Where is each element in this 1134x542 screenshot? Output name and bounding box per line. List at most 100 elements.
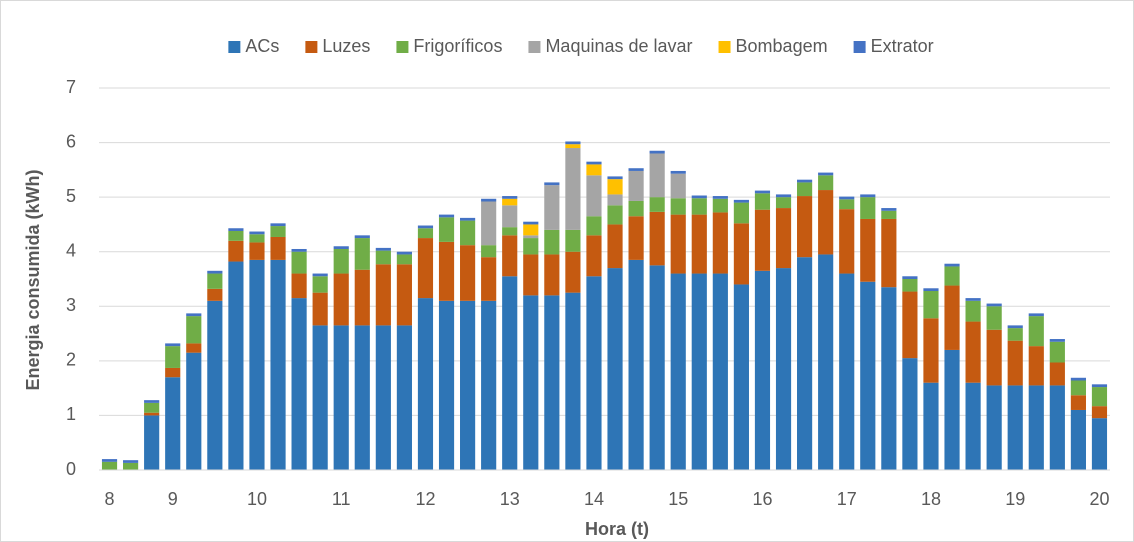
bar-segment [649, 153, 665, 198]
x-tick-label: 11 [332, 489, 351, 509]
bar-segment [565, 141, 581, 145]
x-tick-label: 8 [105, 489, 115, 509]
legend-label: Luzes [322, 36, 370, 56]
bar-segment [881, 287, 897, 470]
bar-segment [438, 300, 455, 470]
bar-segment [249, 259, 265, 470]
bar-segment [670, 198, 686, 215]
bar-segment [1049, 339, 1065, 342]
bar-segment [396, 264, 412, 326]
bar-segment [923, 288, 939, 292]
x-tick-label: 12 [415, 489, 435, 509]
bar-segment [818, 254, 834, 470]
x-tick-label: 17 [837, 489, 857, 509]
bar-segment [523, 295, 539, 470]
bar-segment [438, 214, 455, 218]
bar-segment [860, 281, 876, 470]
x-tick-label: 14 [584, 489, 604, 509]
bar-segment [670, 170, 686, 174]
bar-segment [396, 254, 412, 265]
bar-segment [586, 276, 602, 470]
bar-segment [101, 459, 118, 462]
bar-segment [333, 325, 349, 470]
bar-segment [1007, 340, 1023, 386]
y-tick-label: 2 [66, 350, 76, 370]
legend-swatch [396, 41, 409, 53]
bar-segment [270, 259, 286, 470]
bar-segment [986, 306, 1002, 330]
bar-segment [481, 245, 497, 258]
bar-segment [375, 250, 391, 265]
bar-segment [1049, 341, 1065, 363]
bar-segment [249, 242, 265, 260]
bar-segment [902, 276, 918, 279]
bar-segment [438, 217, 455, 242]
bar-segment [101, 461, 118, 470]
bar-segment [460, 300, 476, 470]
bar-segment [270, 226, 286, 237]
bar-segment [944, 349, 960, 470]
bar-segment [1049, 385, 1065, 470]
bar-segment [186, 316, 202, 344]
bar-segment [586, 235, 602, 277]
bar-segment [186, 352, 202, 470]
bar-segment [481, 257, 497, 301]
bar-segment [417, 225, 434, 229]
bar-segment [944, 285, 960, 350]
bar-segment [881, 208, 897, 211]
bar-segment [1091, 387, 1108, 407]
bar-segment [586, 216, 602, 236]
bar-segment [797, 196, 813, 258]
bar-segment [775, 194, 792, 198]
bar-segment [965, 382, 981, 470]
bar-segment [628, 259, 644, 470]
bar-segment [1091, 384, 1108, 388]
bar-segment [649, 197, 665, 212]
bar-segment [649, 150, 665, 154]
bar-segment [565, 251, 581, 293]
bar-segment [523, 238, 539, 255]
bar-segment [523, 235, 539, 239]
bar-segment [1007, 328, 1023, 341]
bar-segment [1028, 313, 1044, 317]
legend-swatch [528, 41, 541, 53]
bar-segment [144, 415, 160, 470]
bar-segment [839, 209, 855, 274]
bar-segment [818, 172, 834, 176]
legend-swatch [718, 41, 731, 53]
bar-segment [228, 230, 244, 241]
bar-segment [144, 400, 160, 403]
bar-segment [354, 269, 370, 326]
bar-segment [607, 194, 623, 206]
x-tick-label: 20 [1089, 489, 1109, 509]
bar-segment [607, 205, 623, 225]
bar-segment [1070, 377, 1086, 381]
bar-segment [691, 198, 707, 215]
bar-segment [944, 266, 960, 286]
bar-segment [797, 179, 813, 183]
bar-segment [607, 268, 623, 470]
bar-segment [670, 273, 686, 470]
bar-segment [207, 270, 223, 274]
y-tick-label: 1 [66, 404, 76, 424]
bar-segment [375, 247, 391, 251]
bar-segment [523, 221, 539, 225]
bar-segment [165, 367, 181, 378]
bar-segment [986, 303, 1002, 307]
bar-segment [712, 198, 728, 213]
bar-segment [1028, 385, 1044, 470]
bar-segment [544, 182, 560, 186]
bar-segment [628, 168, 644, 171]
bar-segment [186, 313, 202, 317]
bar-segment [186, 343, 202, 353]
bar-segment [207, 300, 223, 470]
bar-segment [1070, 380, 1086, 396]
bar-segment [881, 210, 897, 219]
bar-segment [544, 185, 560, 230]
bar-segment [965, 300, 981, 322]
y-tick-label: 6 [66, 131, 76, 151]
bar-segment [860, 197, 876, 219]
bar-segment [523, 224, 539, 236]
bar-segment [249, 231, 265, 235]
